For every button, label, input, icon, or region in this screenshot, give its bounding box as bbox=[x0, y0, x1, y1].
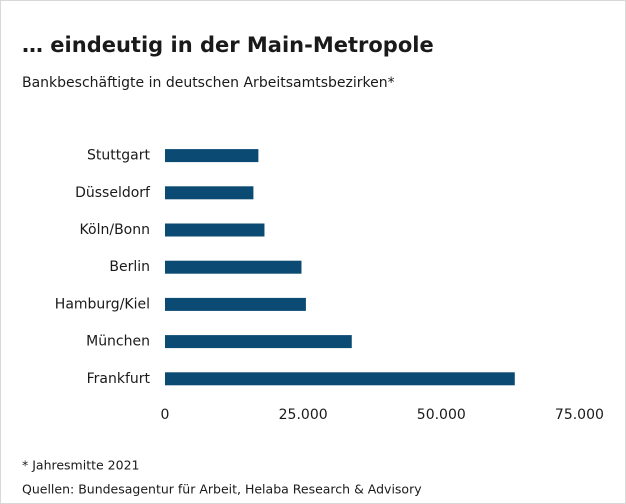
bar bbox=[165, 186, 254, 200]
source-note: Quellen: Bundesagentur für Arbeit, Helab… bbox=[22, 482, 422, 497]
x-tick-label: 25.000 bbox=[279, 407, 328, 423]
bar bbox=[165, 149, 259, 163]
y-tick-label: Frankfurt bbox=[87, 371, 151, 387]
y-tick-label: Stuttgart bbox=[87, 148, 150, 164]
chart-title: … eindeutig in der Main-Metropole bbox=[22, 33, 434, 57]
bar bbox=[165, 372, 515, 386]
x-tick-label: 75.000 bbox=[555, 407, 604, 423]
bar bbox=[165, 223, 265, 237]
bar bbox=[165, 335, 352, 349]
bar bbox=[165, 297, 306, 311]
y-tick-label: Köln/Bonn bbox=[80, 222, 150, 238]
y-tick-label: Hamburg/Kiel bbox=[55, 296, 150, 312]
y-tick-label: München bbox=[86, 334, 150, 350]
x-tick-label: 0 bbox=[161, 407, 170, 423]
y-tick-label: Düsseldorf bbox=[75, 185, 151, 201]
x-tick-label: 50.000 bbox=[417, 407, 466, 423]
bar bbox=[165, 260, 302, 274]
footnote: * Jahresmitte 2021 bbox=[22, 458, 140, 473]
chart-subtitle: Bankbeschäftigte in deutschen Arbeitsamt… bbox=[22, 75, 395, 91]
y-tick-label: Berlin bbox=[109, 259, 150, 275]
